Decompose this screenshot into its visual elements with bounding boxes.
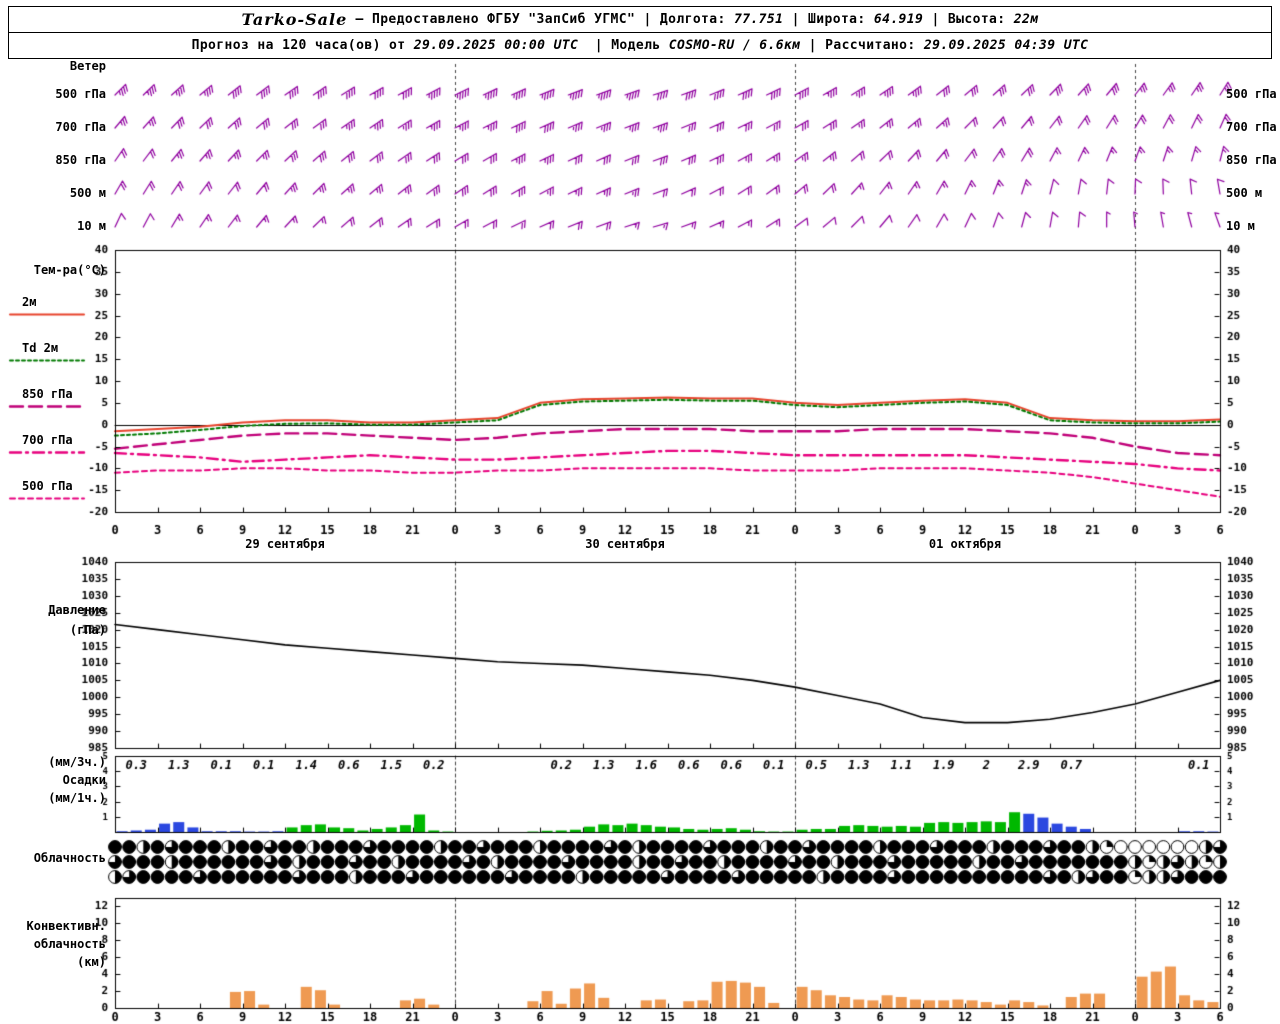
header-part: COSMO-RU / 6.6км (668, 38, 801, 53)
temp-legend-label-1: Td 2м (22, 341, 59, 355)
convective-axis-title-2: облачность (33, 937, 106, 951)
wind-panel-title: Ветер (69, 59, 106, 73)
header-part: Tarko-Sale (241, 10, 348, 29)
wind-level-label-left-1: 700 гПа (55, 120, 106, 134)
precip-axis-title-2: Осадки (62, 773, 106, 787)
pressure-axis-title-2: (гПа) (69, 623, 106, 637)
convective-axis-title-1: Конвективн. (26, 919, 106, 933)
wind-level-label-right-4: 10 м (1226, 219, 1255, 233)
pressure-axis-title-1: Давление (48, 603, 106, 617)
header-part: Прогноз на 120 часа(ов) от (191, 38, 414, 53)
header-part: 77.751 (733, 12, 784, 27)
header-part: | Долгота: (643, 12, 734, 27)
header-part: | (578, 38, 612, 53)
temp-legend-label-3: 700 гПа (22, 433, 73, 447)
header-part: Широта: (808, 12, 874, 27)
header-line-2: Прогноз на 120 часа(ов) от 29.09.2025 00… (8, 32, 1272, 59)
temp-legend-label-4: 500 гПа (22, 479, 73, 493)
temp-panel-title: Тем-ра(°C) (33, 263, 106, 277)
cloud-panel-title: Облачность (33, 851, 106, 865)
header-part: | (783, 12, 809, 27)
date-label-2: 01 октября (928, 537, 1002, 551)
wind-level-label-right-1: 700 гПа (1226, 120, 1277, 134)
wind-level-label-right-0: 500 гПа (1226, 87, 1277, 101)
date-label-0: 29 сентября (245, 537, 325, 551)
header-part: Высота: (947, 12, 1014, 27)
header-part: | (923, 12, 948, 27)
convective-axis-title-3: (км) (77, 955, 106, 969)
wind-level-label-left-2: 850 гПа (55, 153, 106, 167)
wind-level-label-right-2: 850 гПа (1226, 153, 1277, 167)
wind-level-label-left-0: 500 гПа (55, 87, 106, 101)
header-part: 22м (1013, 12, 1039, 27)
temp-legend-label-2: 850 гПа (22, 387, 73, 401)
wind-level-label-right-3: 500 м (1226, 186, 1263, 200)
header-line-1: Tarko-Sale – Предоставлено ФГБУ "ЗапСиб … (8, 6, 1272, 33)
header-part: 64.919 (873, 12, 924, 27)
header-part: 29.09.2025 00:00 UTC (413, 38, 579, 53)
wind-level-label-left-3: 500 м (69, 186, 106, 200)
header-part: Модель (611, 38, 669, 53)
temp-legend-label-0: 2м (22, 295, 37, 309)
precip-axis-title-1: (мм/3ч.) (48, 755, 106, 769)
precip-axis-title-3: (мм/1ч.) (48, 791, 106, 805)
header-part: Рассчитано: (825, 38, 924, 53)
header-part: 29.09.2025 04:39 UTC (923, 38, 1089, 53)
header-part: – Предоставлено ФГБУ "ЗапСиб УГМС" (347, 12, 644, 27)
header-part: | (800, 38, 826, 53)
wind-level-label-left-4: 10 м (77, 219, 106, 233)
date-label-1: 30 сентября (585, 537, 665, 551)
